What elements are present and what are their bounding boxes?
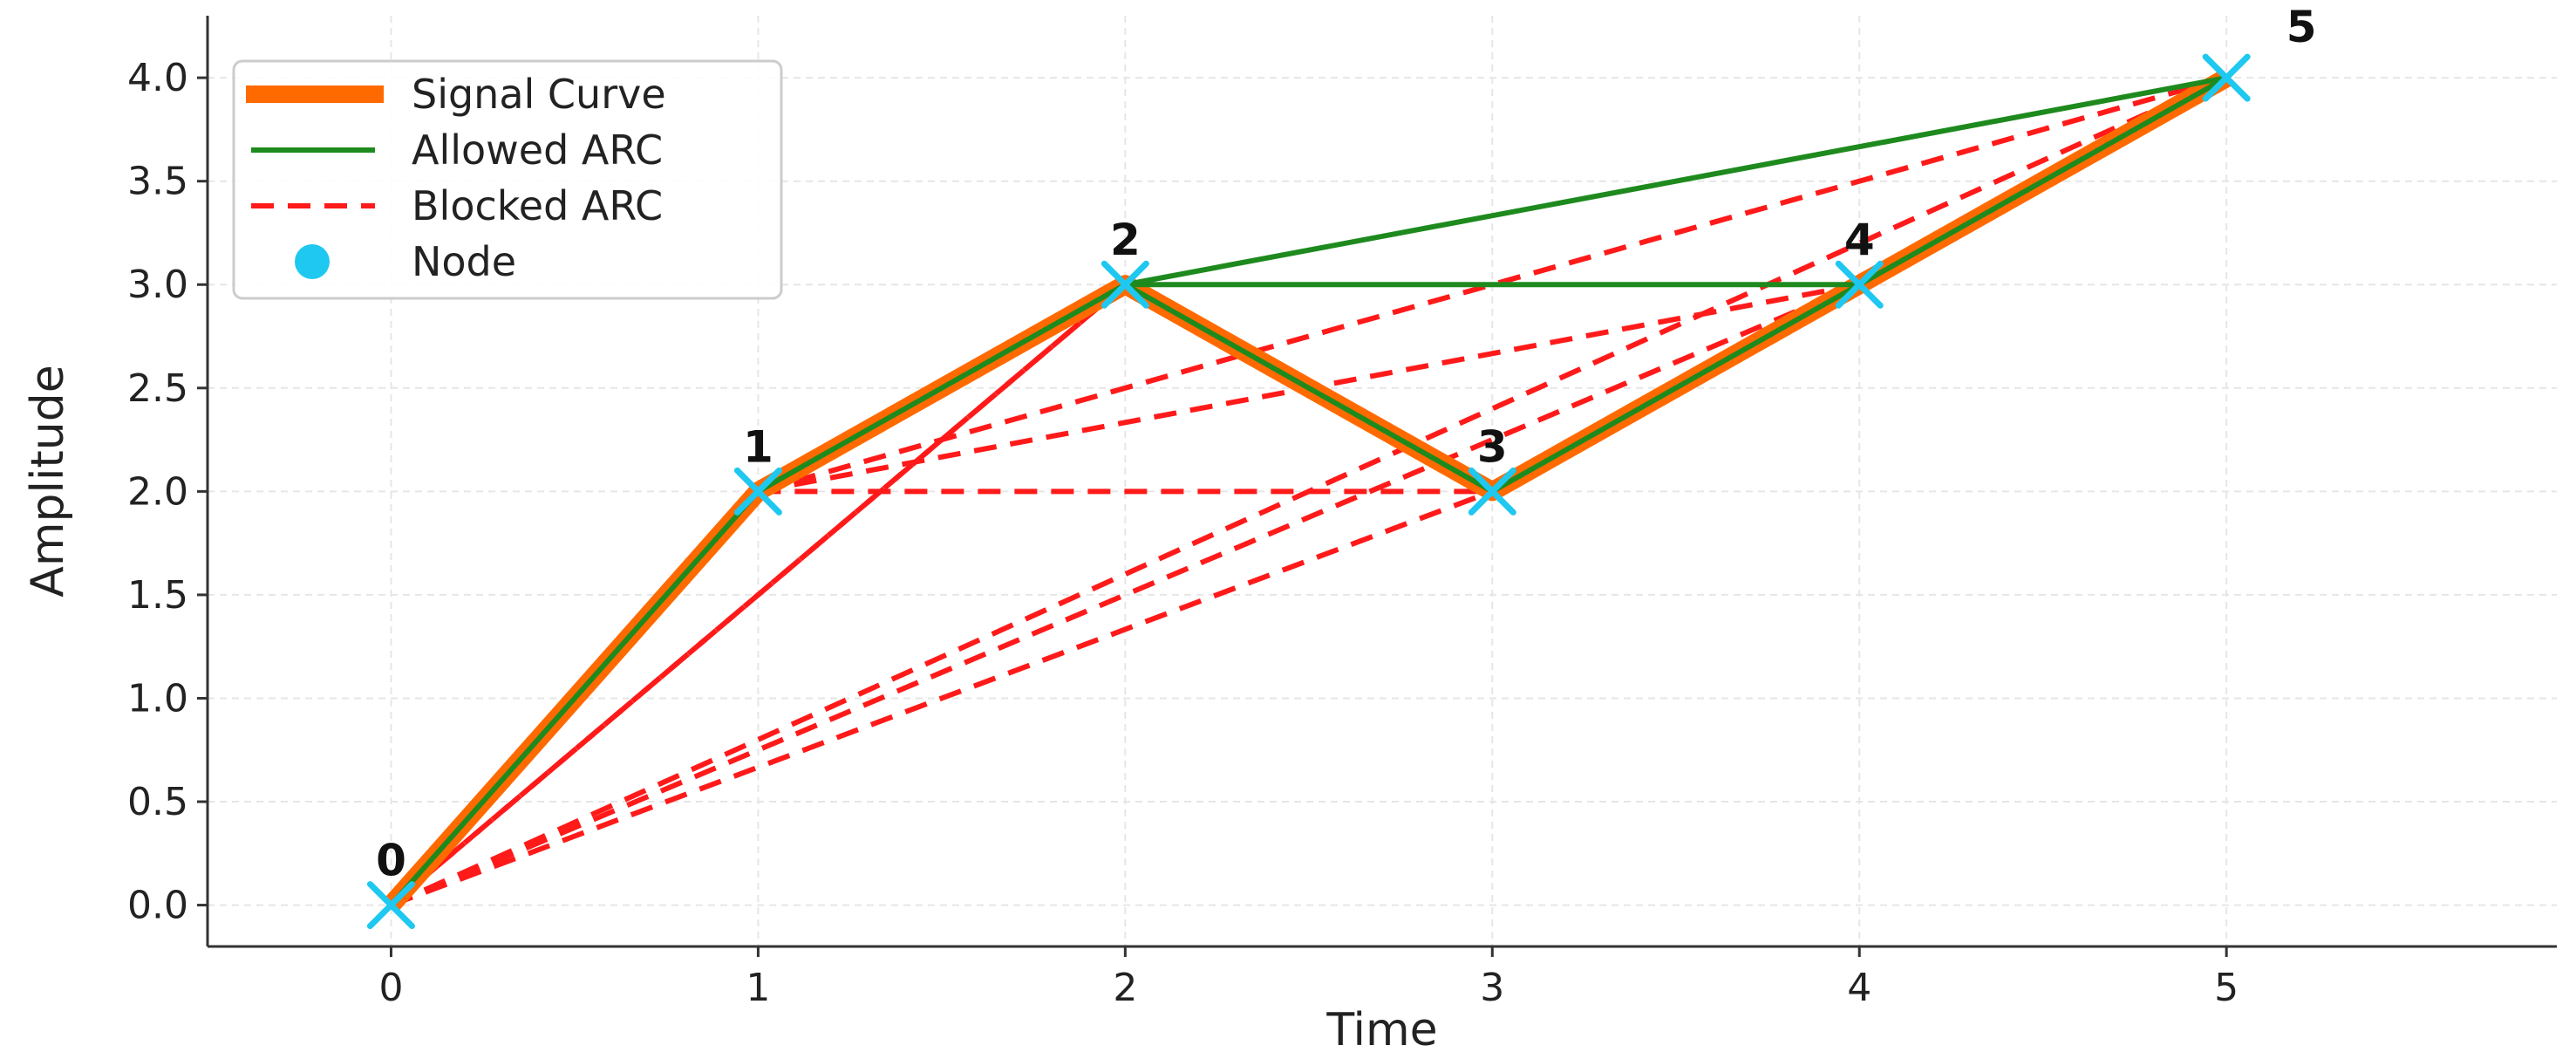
node-label: 4 — [1844, 215, 1875, 265]
y-tick-label: 0.0 — [127, 884, 188, 928]
allowed-arc-2-5 — [1124, 75, 2227, 288]
y-tick-label: 0.5 — [127, 780, 188, 824]
node-label: 0 — [376, 836, 406, 886]
legend: Signal Curve Allowed ARC Blocked ARC Node — [232, 59, 783, 300]
y-axis-label: Amplitude — [22, 365, 74, 597]
node-label: 2 — [1110, 215, 1141, 265]
allowed-arc-3-4 — [1490, 282, 1861, 494]
blocked-arc-2-0 — [389, 282, 1128, 907]
y-tick-label: 1.0 — [127, 676, 188, 721]
allowed-arc-2-3 — [1123, 282, 1494, 494]
node-marker-3 — [1468, 467, 1516, 516]
legend-item-node: Node — [295, 238, 516, 285]
node-label: 1 — [743, 421, 773, 472]
node-label: 5 — [2286, 2, 2317, 52]
legend-item-blocked: Blocked ARC — [251, 182, 663, 229]
allowed-arc-4-5 — [1857, 75, 2228, 287]
x-axis-label: Time — [1325, 1004, 1437, 1056]
y-tick-label: 3.5 — [127, 160, 188, 204]
legend-label: Node — [412, 238, 516, 285]
y-tick-label: 3.0 — [127, 263, 188, 307]
legend-item-signal: Signal Curve — [246, 71, 666, 118]
blocked-arc-0-3 — [390, 489, 1494, 908]
axes: 0 1 2 3 4 5 0.0 0.5 1.0 1.5 2.0 2.5 3.0 3.5 4.0 — [127, 16, 2557, 1010]
blocked-arc-0-4 — [390, 282, 1861, 908]
node-label: 3 — [1477, 421, 1508, 472]
x-tick-label: 5 — [2214, 966, 2239, 1010]
y-tick-label: 2.0 — [127, 469, 188, 514]
nodes: 0 1 2 3 4 5 — [366, 2, 2317, 930]
y-tick-label: 4.0 — [127, 56, 188, 100]
legend-item-allowed: Allowed ARC — [251, 126, 663, 174]
x-tick-label: 3 — [1480, 966, 1504, 1010]
x-tick-label: 4 — [1847, 966, 1871, 1010]
node-marker-0 — [366, 881, 415, 930]
node-marker-4 — [1835, 260, 1884, 309]
allowed-arc-1-2 — [756, 282, 1127, 494]
allowed-arc-0-1 — [389, 489, 760, 907]
node-marker-1 — [733, 467, 782, 516]
node-marker-2 — [1101, 260, 1149, 309]
x-tick-label: 1 — [746, 966, 770, 1010]
x-tick-label: 2 — [1113, 966, 1137, 1010]
x-tick-label: 0 — [378, 966, 403, 1010]
allowed-arcs — [389, 75, 2228, 907]
legend-box — [232, 59, 783, 300]
legend-label: Signal Curve — [412, 71, 666, 118]
y-tick-label: 2.5 — [127, 366, 188, 411]
y-tick-label: 1.5 — [127, 573, 188, 618]
node-marker-5 — [2202, 53, 2251, 102]
legend-label: Allowed ARC — [412, 126, 663, 174]
legend-label: Blocked ARC — [412, 182, 663, 229]
